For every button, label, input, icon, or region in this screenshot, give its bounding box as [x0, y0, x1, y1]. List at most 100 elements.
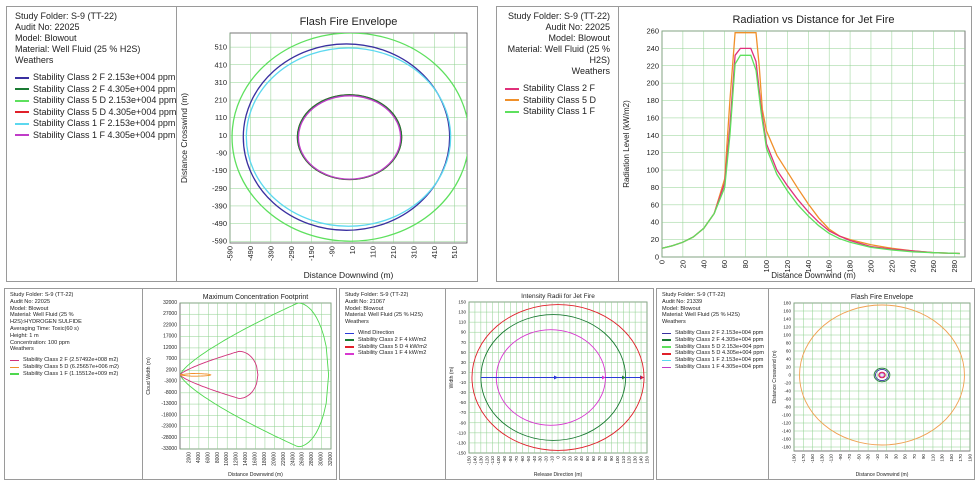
- chart-title: Flash Fire Envelope: [851, 294, 913, 301]
- y-tick-label: 80: [786, 341, 792, 346]
- y-tick-label: 2000: [166, 367, 177, 373]
- x-tick-label: 100: [762, 260, 771, 273]
- x-tick-label: -90: [328, 246, 337, 257]
- panel-flash-fire-envelope: Study Folder: S-9 (TT-22) Audit No: 2202…: [6, 6, 478, 282]
- x-tick-label: 70: [597, 456, 602, 462]
- x-tick-label: 310: [409, 246, 418, 259]
- x-axis-label: Distance Downwind (m): [228, 472, 283, 478]
- x-tick-label: -190: [307, 246, 316, 261]
- y-tick-label: 410: [214, 60, 227, 69]
- y-tick-label: 60: [786, 349, 792, 354]
- info-line: Model: Blowout: [662, 305, 701, 312]
- legend: Stability Class 2 F Stability Class 5 D St…: [505, 83, 610, 118]
- y-tick-label: -80: [784, 405, 791, 410]
- envelope-contour: [245, 47, 452, 227]
- legend-swatch: [10, 366, 19, 369]
- y-tick-label: 130: [458, 310, 466, 315]
- legend-label: Stability Class 5 D: [523, 94, 597, 105]
- info-line: Study Folder: S-9 (TT-22): [345, 292, 409, 298]
- x-tick-label: 4000: [196, 452, 202, 463]
- legend-item: Stability Class 2 F: [505, 83, 610, 95]
- x-tick-label: -30: [538, 456, 543, 463]
- series-group: [471, 304, 645, 451]
- x-tick-label: -60: [520, 456, 525, 463]
- y-tick-label: -290: [212, 184, 227, 193]
- x-tick-label: 40: [579, 456, 584, 462]
- x-tick-label: -110: [829, 454, 834, 463]
- info-line: Audit No: 21339: [662, 298, 703, 305]
- legend-swatch: [662, 332, 671, 335]
- y-tick-label: 20: [651, 235, 659, 244]
- chart-radiation-vs-distance: Radiation vs Distance for Jet Fire 0 20 40 6…: [622, 14, 966, 280]
- x-tick-label: -190: [792, 454, 797, 464]
- info-line: H2S): [589, 55, 610, 65]
- x-tick-label: 110: [369, 246, 378, 258]
- y-tick-label: 110: [215, 113, 227, 122]
- y-axis-label: Cloud Width (m): [146, 357, 152, 395]
- legend-item: Stability Class 2 F 2.153e+004 ppm: [662, 330, 763, 337]
- legend-item: Stability Class 5 D (6.25657e+006 m2): [10, 364, 137, 371]
- y-tick-label: -120: [782, 421, 792, 426]
- y-tick-label: -90: [216, 149, 227, 158]
- info-line: Model: Blowout: [10, 305, 49, 312]
- y-axis-label: Radiation Level (kW/m2): [622, 100, 631, 188]
- y-tick-label: 120: [783, 325, 791, 330]
- chart-intensity-radii: Intensity Radii for Jet Fire-150 -140 -130…: [449, 293, 650, 478]
- x-tick-label: 26000: [300, 452, 306, 466]
- x-tick-label: 24000: [290, 452, 296, 466]
- x-tick-label: 14000: [243, 452, 249, 466]
- x-tick-label: 20: [678, 260, 687, 268]
- x-tick-label: 220: [887, 260, 896, 273]
- x-tick-label: 30: [893, 454, 898, 460]
- legend-item: Stability Class 2 F (2.57492e+008 m2): [10, 357, 137, 364]
- legend-label: Stability Class 2 F 4 kW/m2: [358, 336, 427, 343]
- x-tick-label: 190: [968, 454, 973, 462]
- x-tick-label: -70: [514, 456, 519, 463]
- series-group: [180, 303, 330, 448]
- x-tick-label: 150: [949, 454, 954, 462]
- y-tick-label: 10: [461, 370, 467, 375]
- x-tick-label: 150: [645, 456, 650, 464]
- x-tick-label: 50: [585, 456, 590, 462]
- legend-item: Stability Class 2 F 4 kW/m2: [345, 337, 440, 344]
- x-tick-label: 22000: [281, 452, 287, 466]
- panel-intensity-radii: Study Folder: S-9 (TT-22) Audit No: 2106…: [339, 288, 654, 480]
- legend: Wind Direction Stability Class 2 F 4 kW/m…: [345, 330, 440, 357]
- x-axis-label: Distance Downwind (m): [304, 270, 394, 280]
- envelope-contour: [873, 367, 891, 383]
- y-tick-label: -190: [212, 166, 227, 175]
- legend-label: Stability Class 1 F 4.305e+004 ppm: [675, 363, 764, 370]
- info-line: H2S):HYDROGEN SULFIDE: [10, 319, 82, 326]
- x-tick-label: 280: [950, 260, 959, 273]
- y-tick-label: -50: [459, 400, 466, 405]
- legend-item: Stability Class 5 D 4.305e+004 ppm: [15, 107, 176, 119]
- y-tick-label: 310: [214, 78, 227, 87]
- legend-swatch: [10, 373, 19, 375]
- x-tick-label: 110: [930, 454, 935, 462]
- y-tick-label: -18000: [161, 412, 177, 418]
- envelope-contour: [297, 95, 402, 180]
- info-line: Study Folder: S-9 (TT-22): [507, 11, 610, 21]
- wind-arrow-head: [554, 375, 558, 380]
- y-axis-label: Distance Crosswind (m): [179, 93, 189, 183]
- x-tick-label: 110: [621, 456, 626, 464]
- legend-item: Stability Class 1 F 4.305e+004 ppm: [662, 364, 763, 371]
- y-tick-label: 180: [783, 301, 791, 306]
- legend-swatch: [15, 88, 29, 91]
- y-tick-label: -40: [784, 389, 791, 394]
- legend-label: Wind Direction: [358, 329, 395, 336]
- y-tick-label: -180: [782, 445, 792, 450]
- chart-title: Flash Fire Envelope: [300, 16, 398, 28]
- y-tick-label: -23000: [161, 424, 177, 430]
- legend-label: Stability Class 2 F (2.57492e+008 m2): [23, 357, 119, 364]
- x-tick-label: 40: [699, 260, 708, 268]
- info-box: Study Folder: S-9 (TT-22) Audit No: 2202…: [7, 7, 177, 281]
- x-tick-label: 18000: [262, 452, 268, 466]
- y-tick-label: 90: [461, 330, 467, 335]
- envelope-contour: [231, 33, 467, 242]
- x-tick-label: 8000: [215, 452, 221, 463]
- legend-label: Stability Class 5 D 4.305e+004 ppm: [33, 106, 177, 117]
- x-tick-label: 2000: [186, 452, 192, 463]
- x-tick-label: -90: [838, 454, 843, 461]
- legend-item: Stability Class 5 D 4.305e+004 ppm: [662, 350, 764, 357]
